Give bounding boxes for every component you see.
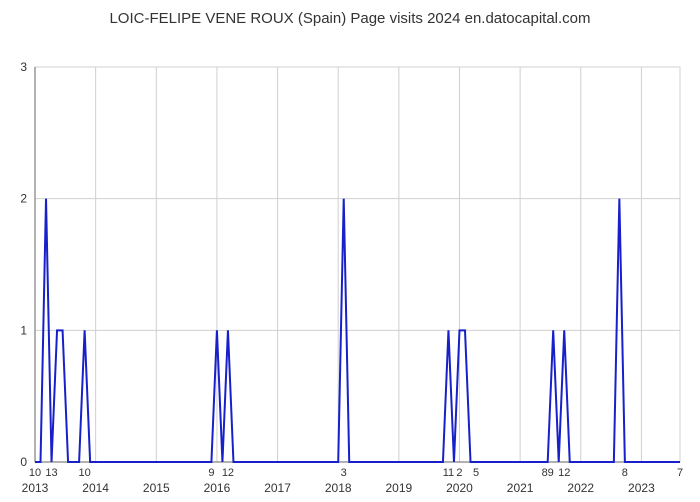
y-tick-label: 2 — [20, 192, 27, 206]
x-year-label: 2014 — [82, 481, 109, 495]
plot-border — [35, 67, 680, 462]
x-year-label: 2018 — [325, 481, 352, 495]
y-tick-label: 3 — [20, 60, 27, 74]
x-year-label: 2013 — [22, 481, 49, 495]
x-year-label: 2023 — [628, 481, 655, 495]
x-year-label: 2017 — [264, 481, 291, 495]
x-secondary-label: 13 — [45, 467, 57, 479]
y-tick-label: 0 — [20, 455, 27, 469]
x-secondary-label: 12 — [222, 467, 234, 479]
chart-container: LOIC-FELIPE VENE ROUX (Spain) Page visit… — [0, 0, 700, 500]
x-secondary-label: 8 — [622, 467, 628, 479]
chart-title: LOIC-FELIPE VENE ROUX (Spain) Page visit… — [0, 0, 700, 32]
x-secondary-label: 7 — [677, 467, 683, 479]
x-year-label: 2019 — [385, 481, 412, 495]
x-secondary-label: 11 — [443, 467, 454, 479]
x-secondary-label: 10 — [29, 467, 41, 479]
x-secondary-label: 12 — [558, 467, 570, 479]
y-tick-label: 1 — [20, 323, 27, 337]
x-year-label: 2016 — [204, 481, 231, 495]
x-secondary-label: 3 — [341, 467, 347, 479]
x-secondary-label: 89 — [542, 467, 554, 479]
x-year-label: 2020 — [446, 481, 473, 495]
x-secondary-label: 5 — [473, 467, 479, 479]
x-year-label: 2015 — [143, 481, 170, 495]
x-secondary-label: 9 — [208, 467, 214, 479]
x-secondary-label: 10 — [78, 467, 90, 479]
x-year-label: 2021 — [507, 481, 534, 495]
x-year-label: 2022 — [567, 481, 594, 495]
chart-svg: 0123201320142015201620172018201920202021… — [0, 32, 700, 502]
x-secondary-label: 2 — [456, 467, 462, 479]
